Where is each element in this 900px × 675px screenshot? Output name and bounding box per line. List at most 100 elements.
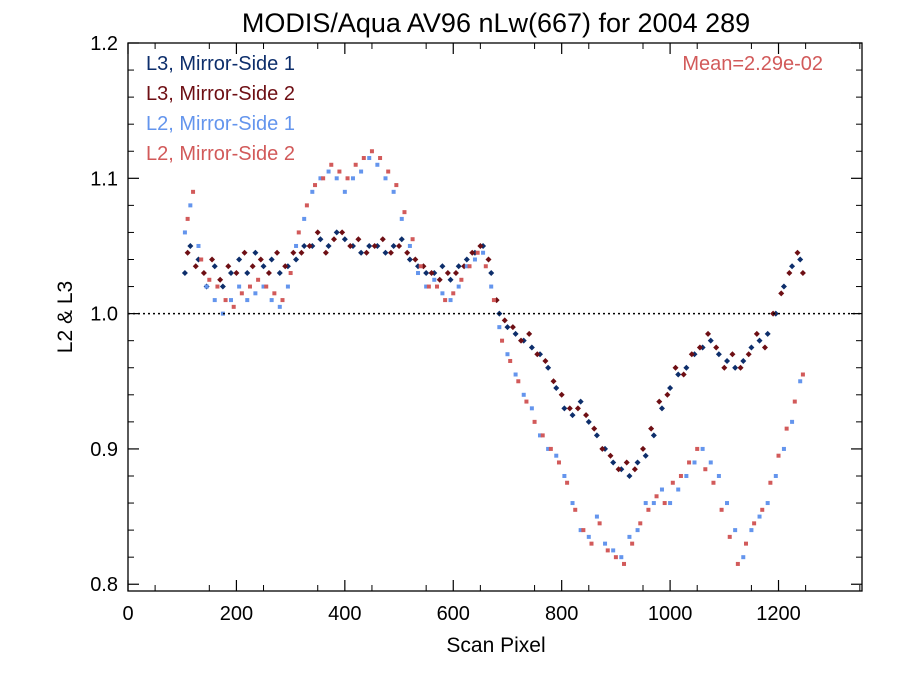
data-point	[534, 351, 541, 358]
legend-item: L2, Mirror-Side 2	[146, 143, 295, 165]
data-point	[643, 501, 648, 506]
data-point	[236, 256, 243, 263]
data-point	[585, 418, 592, 425]
data-point	[773, 473, 778, 478]
data-point	[627, 534, 632, 539]
data-point	[776, 453, 781, 458]
data-point	[459, 277, 464, 282]
data-point	[508, 358, 513, 363]
data-point	[761, 344, 768, 351]
data-point	[553, 385, 560, 392]
data-point	[304, 203, 309, 208]
data-point	[477, 242, 484, 249]
data-point	[659, 487, 664, 492]
data-point	[227, 270, 234, 277]
data-point	[667, 385, 674, 392]
data-point	[650, 432, 657, 439]
data-point	[603, 541, 608, 546]
data-point	[269, 298, 274, 303]
data-point	[390, 242, 397, 249]
data-point	[249, 263, 256, 270]
data-point	[418, 264, 423, 269]
data-point	[306, 242, 313, 249]
data-point	[231, 304, 236, 309]
data-point	[765, 501, 770, 506]
data-point	[741, 555, 746, 560]
data-point	[748, 344, 755, 351]
data-point	[181, 270, 188, 277]
data-point	[789, 263, 796, 270]
data-point	[182, 230, 187, 235]
data-point	[749, 528, 754, 533]
data-point	[363, 249, 370, 256]
data-point	[185, 216, 190, 221]
data-point	[290, 249, 297, 256]
data-point	[521, 392, 526, 397]
data-point	[623, 459, 630, 466]
data-point	[369, 149, 374, 154]
data-point	[359, 169, 364, 174]
data-point	[192, 263, 199, 270]
data-point	[733, 528, 738, 533]
x-tick-label: 200	[220, 603, 253, 625]
data-point	[542, 357, 549, 364]
data-point	[424, 284, 429, 289]
data-point	[562, 473, 567, 478]
data-point	[339, 229, 346, 236]
data-point	[481, 250, 486, 255]
data-point	[366, 242, 373, 249]
data-point	[391, 189, 396, 194]
data-point	[577, 398, 584, 405]
data-point	[337, 169, 342, 174]
data-point	[463, 256, 470, 263]
data-point	[573, 507, 578, 512]
data-point	[556, 460, 561, 465]
data-point	[664, 391, 671, 398]
data-point	[550, 378, 557, 385]
plot-frame	[127, 42, 863, 592]
data-point	[696, 344, 703, 351]
data-point	[631, 466, 638, 473]
data-point	[434, 284, 439, 289]
y-tick-label: 0.8	[90, 574, 118, 596]
data-point	[318, 176, 323, 181]
data-point	[684, 473, 689, 478]
data-point	[721, 364, 728, 371]
data-point	[799, 270, 806, 277]
data-point	[448, 298, 453, 303]
data-point	[658, 405, 665, 412]
data-point	[253, 291, 258, 296]
data-point	[402, 210, 407, 215]
data-point	[656, 398, 663, 405]
data-point	[209, 256, 216, 263]
data-point	[451, 291, 456, 296]
data-point	[367, 156, 372, 161]
data-point	[753, 330, 760, 337]
data-point	[725, 501, 730, 506]
data-point	[561, 405, 568, 412]
data-point	[321, 176, 326, 181]
data-point	[452, 270, 459, 277]
data-point	[786, 270, 793, 277]
data-point	[497, 325, 502, 330]
data-point	[790, 419, 795, 424]
data-point	[333, 229, 340, 236]
data-point	[277, 304, 282, 309]
data-point	[272, 291, 277, 296]
y-tick-label: 1.0	[90, 304, 118, 326]
data-point	[440, 291, 445, 296]
data-point	[274, 249, 281, 256]
data-point	[260, 263, 267, 270]
data-point	[688, 351, 695, 358]
y-tick-label: 0.9	[90, 439, 118, 461]
series-1	[181, 229, 804, 479]
data-point	[794, 249, 801, 256]
data-point	[638, 521, 643, 526]
data-point	[361, 156, 366, 161]
data-point	[485, 256, 492, 263]
data-point	[586, 534, 591, 539]
data-point	[501, 317, 508, 324]
data-point	[282, 263, 289, 270]
data-point	[302, 216, 307, 221]
data-point	[358, 249, 365, 256]
